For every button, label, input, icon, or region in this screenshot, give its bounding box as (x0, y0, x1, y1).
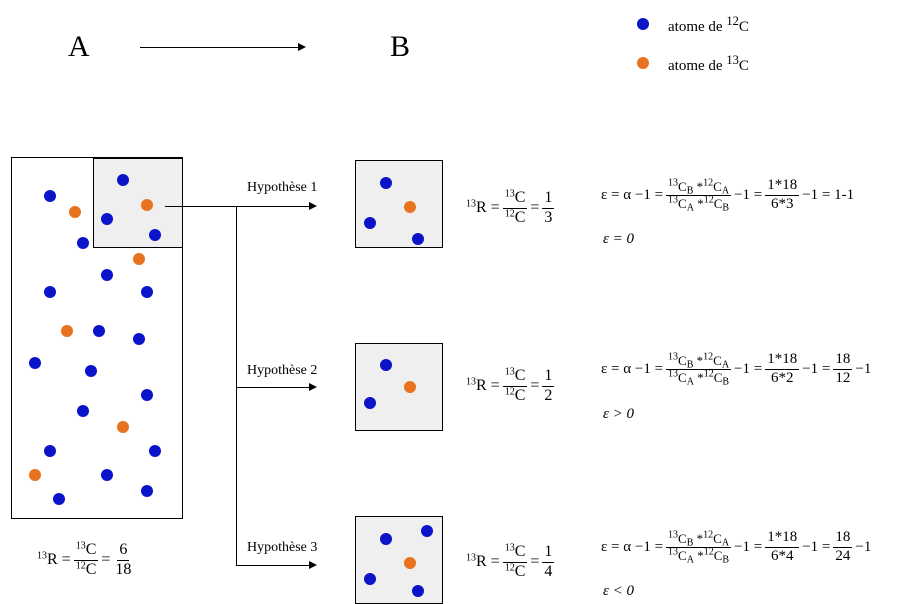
hypothesis-2-label: Hypothèse 2 (247, 363, 318, 378)
sample-a-c12-atom (93, 325, 105, 337)
hyp3-eps-tail-den: 24 (835, 547, 851, 564)
hypothesis-3-epsilon: ε = α −1 = 13CB *12CA 13CA *12CB −1 = 1*1… (601, 529, 872, 566)
legend-c13-label: atome de 13C (668, 53, 749, 74)
hypothesis-3-conclusion: ε < 0 (603, 583, 635, 599)
hyp2-eps-tail-num: 18 (833, 351, 853, 370)
hypothesis-c13-atom (404, 381, 416, 393)
hyp2-ratio-den: 2 (544, 386, 553, 404)
hypothesis-3-label: Hypothèse 3 (247, 540, 318, 555)
sample-a-c12-atom (29, 357, 41, 369)
connector-main (165, 206, 310, 207)
hypothesis-1-box (355, 160, 443, 248)
hypothesis-2-epsilon: ε = α −1 = 13CB *12CA 13CA *12CB −1 = 1*1… (601, 351, 872, 388)
sample-a-c12-atom (149, 445, 161, 457)
label-b: B (390, 30, 411, 63)
sample-a-c13-atom (117, 421, 129, 433)
hyp3-ratio-num: 1 (542, 543, 555, 563)
sample-a-c12-atom (44, 190, 56, 202)
hypothesis-c12-atom (380, 533, 392, 545)
hypothesis-c12-atom (364, 217, 376, 229)
sample-a-c12-atom (53, 493, 65, 505)
sample-a-ratio-den: 18 (115, 560, 132, 578)
arrowhead-hyp2 (309, 383, 317, 391)
sample-a-c12-atom (101, 469, 113, 481)
legend-c13-dot (637, 57, 649, 69)
hyp1-eps-den: 6*3 (770, 195, 794, 212)
hypothesis-1-conclusion: ε = 0 (603, 231, 635, 247)
sample-a-box (11, 157, 183, 519)
arrowhead-hyp3 (309, 561, 317, 569)
sample-a-c12-atom (101, 213, 113, 225)
hyp3-eps-tail-num: 18 (833, 529, 853, 548)
hypothesis-2-box (355, 343, 443, 431)
hyp3-eps-den: 6*4 (770, 547, 794, 564)
arrow-a-to-b (140, 47, 300, 48)
hyp3-ratio-den: 4 (544, 562, 553, 580)
hyp2-eps-den: 6*2 (770, 369, 794, 386)
hypothesis-c13-atom (404, 201, 416, 213)
hyp2-eps-tail-den: 12 (835, 369, 851, 386)
connector-hyp2 (236, 387, 310, 388)
sample-a-c12-atom (141, 286, 153, 298)
sample-a-c12-atom (85, 365, 97, 377)
hypothesis-1-label: Hypothèse 1 (247, 180, 318, 195)
hypothesis-1-epsilon: ε = α −1 = 13CB *12CA 13CA *12CB −1 = 1*1… (601, 177, 855, 214)
hypothesis-c12-atom (412, 585, 424, 597)
connector-vertical (236, 206, 237, 565)
hyp1-eps-tail: −1 = 1-1 (802, 186, 855, 203)
sample-a-c12-atom (133, 333, 145, 345)
sample-a-c12-atom (141, 389, 153, 401)
hyp2-ratio-num: 1 (542, 367, 555, 387)
legend-c12-label: atome de 12C (668, 14, 749, 35)
sample-a-subsample (93, 158, 183, 248)
sample-a-c12-atom (149, 229, 161, 241)
sample-a-ratio-num: 6 (117, 541, 130, 561)
arrowhead-hyp1 (309, 202, 317, 210)
sample-a-c12-atom (77, 405, 89, 417)
hypothesis-c12-atom (412, 233, 424, 245)
legend-c12-dot (637, 18, 649, 30)
hypothesis-c12-atom (364, 573, 376, 585)
sample-a-c12-atom (44, 286, 56, 298)
hypothesis-c12-atom (380, 177, 392, 189)
hypothesis-c12-atom (380, 359, 392, 371)
hypothesis-c13-atom (404, 557, 416, 569)
sample-a-c12-atom (141, 485, 153, 497)
sample-a-c13-atom (141, 199, 153, 211)
sample-a-c13-atom (61, 325, 73, 337)
sample-a-c12-atom (44, 445, 56, 457)
sample-a-c12-atom (117, 174, 129, 186)
hypothesis-2-conclusion: ε > 0 (603, 406, 635, 422)
hypothesis-c12-atom (364, 397, 376, 409)
sample-a-c12-atom (77, 237, 89, 249)
hyp3-eps-num: 1*18 (765, 529, 800, 548)
hyp2-eps-num: 1*18 (765, 351, 800, 370)
hyp1-eps-num: 1*18 (765, 177, 800, 196)
sample-a-c13-atom (69, 206, 81, 218)
sample-a-c12-atom (101, 269, 113, 281)
connector-hyp3 (236, 565, 310, 566)
arrowhead-a-to-b (298, 43, 306, 51)
hyp1-ratio-num: 1 (542, 189, 555, 209)
sample-a-ratio: 13R = 13C 12C = 6 18 (37, 540, 132, 578)
hypothesis-c12-atom (421, 525, 433, 537)
hyp1-ratio-den: 3 (544, 208, 553, 226)
sample-a-c13-atom (133, 253, 145, 265)
sample-a-c13-atom (29, 469, 41, 481)
label-a: A (68, 30, 90, 63)
